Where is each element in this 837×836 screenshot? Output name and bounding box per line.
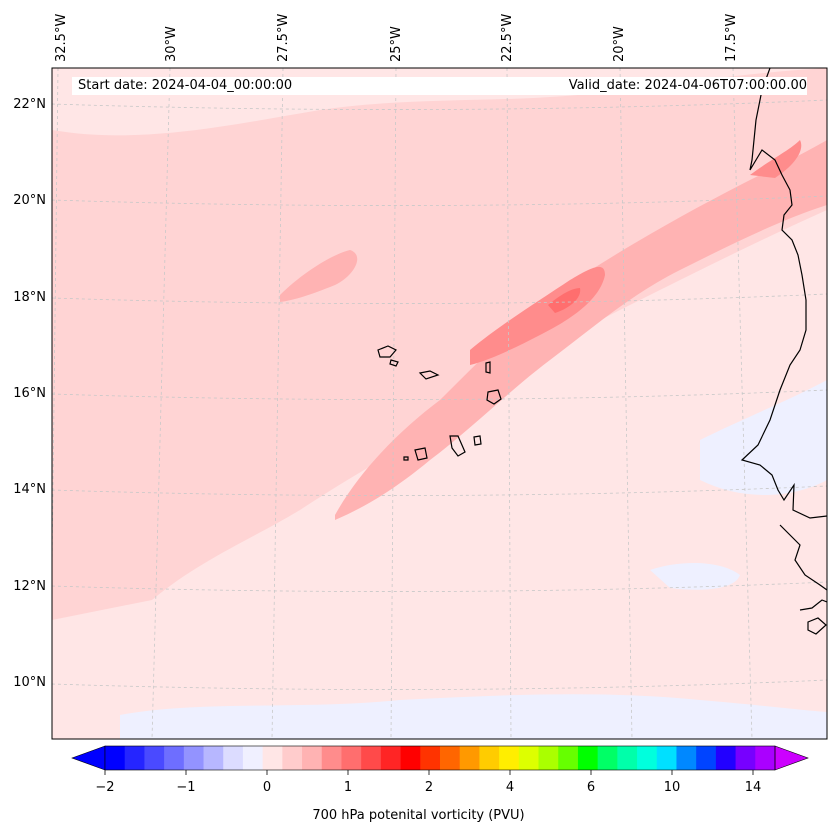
lat-label-22n: 22°N [13,97,46,112]
lon-label-20w: 20°W [612,26,627,62]
colorbar-ticks [104,770,754,775]
colorbar-tick-label: 6 [586,780,596,795]
pv-light-patch-west [52,326,285,480]
start-date-label: Start date: 2024-04-04_00:00:00 [72,77,334,95]
colorbar-tick-label: 0 [262,780,272,795]
colorbar-cell [440,746,461,770]
colorbar-cell [420,746,441,770]
graticule [52,68,827,739]
africa-coastline-south [779,524,827,635]
colorbar-tick-label: 4 [505,780,515,795]
colorbar-cell [302,746,323,770]
pv-medium-patch-north [280,250,358,302]
colorbar-tick-label: −1 [176,780,196,795]
colorbar-cell [203,746,224,770]
colorbar-cell [617,746,638,770]
colorbar-cells [105,746,776,770]
colorbar-cell [637,746,658,770]
colorbar-cell [656,746,677,770]
lat-label-16n: 16°N [13,386,46,401]
colorbar-cell [459,746,480,770]
colorbar-cell [499,746,520,770]
colorbar-tick-label: 1 [343,780,353,795]
colorbar-cell [696,746,717,770]
colorbar-cell [558,746,579,770]
colorbar-tick-label: 10 [663,780,681,795]
colorbar-cell [321,746,342,770]
colorbar-cell [479,746,500,770]
colorbar-tick-label: −2 [95,780,115,795]
lon-label-30w: 30°W [164,26,179,62]
pv-negative-south-east [700,380,827,495]
colorbar-cell [400,746,421,770]
lon-label-27-5w: 27.5°W [276,13,291,62]
colorbar-cell [715,746,737,770]
lat-label-10n: 10°N [13,675,46,690]
colorbar-cell [676,746,697,770]
lon-label-32-5w: 32.5°W [54,13,69,62]
pv-light-band [52,68,827,620]
colorbar-extend-high [774,745,809,771]
lon-label-25w: 25°W [389,26,404,62]
colorbar-extend-low [71,745,106,771]
colorbar-cell [144,746,165,770]
colorbar-title: 700 hPa potenital vorticity (PVU) [312,808,525,823]
pv-core-max [548,288,581,313]
colorbar-cell [223,746,244,770]
colorbar-cell [124,746,145,770]
pv-strong-patch-ne [750,140,802,178]
lon-label-17-5w: 17.5°W [724,13,739,62]
colorbar-cell [242,746,264,770]
lon-label-22-5w: 22.5°W [500,13,515,62]
colorbar-cell [597,746,618,770]
map-panel [52,68,827,739]
colorbar-cell [282,746,303,770]
cape-verde-islands [377,345,502,461]
colorbar-cell [538,746,559,770]
colorbar-frame [104,745,776,771]
colorbar-cell [577,746,599,770]
colorbar-cell [341,746,362,770]
colorbar-cell [105,746,126,770]
map-frame [51,67,828,740]
colorbar [71,745,809,775]
valid-date-label: Valid_date: 2024-04-06T07:00:00.00 [322,77,807,95]
colorbar-cell [361,746,382,770]
colorbar-tick-label: 14 [744,780,762,795]
lat-label-18n: 18°N [13,290,46,305]
pv-medium-band [335,140,827,520]
colorbar-cell [262,746,283,770]
colorbar-cell [518,746,540,770]
lat-label-12n: 12°N [13,579,46,594]
colorbar-cell [735,746,756,770]
colorbar-tick-label: 2 [424,780,434,795]
pv-negative-south [120,694,827,739]
lat-label-20n: 20°N [13,193,46,208]
lat-label-14n: 14°N [13,482,46,497]
colorbar-cell [380,746,402,770]
colorbar-cell [164,746,185,770]
colorbar-cell [755,746,776,770]
colorbar-cell [183,746,205,770]
pv-negative-patch [650,563,740,590]
africa-coastline [740,68,827,519]
